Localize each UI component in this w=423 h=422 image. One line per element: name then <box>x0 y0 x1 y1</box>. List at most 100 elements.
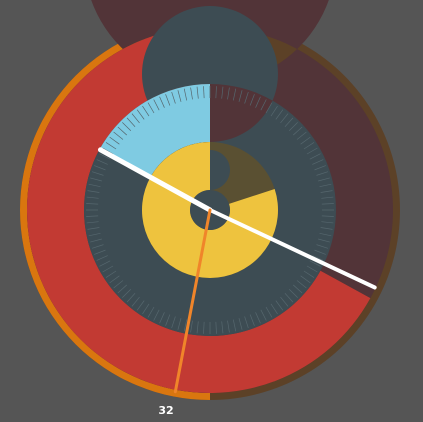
tick-mark <box>142 105 150 117</box>
tick-mark <box>227 87 230 100</box>
tick-mark <box>314 165 326 171</box>
tick-mark <box>165 94 171 106</box>
tick-mark <box>238 318 243 330</box>
tick-mark <box>177 90 182 102</box>
second-hand <box>173 208 212 394</box>
tick-mark <box>105 142 117 150</box>
tick-mark <box>312 159 324 165</box>
tick-mark <box>312 255 324 261</box>
tick-mark <box>86 203 99 205</box>
outer-ring-fill <box>26 27 371 394</box>
tick-mark <box>321 215 334 217</box>
tick-mark <box>275 109 284 120</box>
tick-mark <box>321 196 334 199</box>
tick-mark <box>265 102 273 114</box>
tick-mark <box>215 86 217 99</box>
tick-mark <box>153 309 160 321</box>
tick-mark <box>270 303 278 315</box>
tick-mark <box>86 221 99 224</box>
tick-mark <box>288 288 298 298</box>
tick-mark <box>171 91 176 104</box>
tick-mark <box>196 86 199 99</box>
tick-mark <box>265 306 273 318</box>
tick-mark <box>249 94 255 106</box>
tick-mark <box>321 221 334 224</box>
tick-mark <box>232 88 237 101</box>
tick-mark <box>99 260 111 267</box>
tick-mark <box>94 165 106 171</box>
tick-mark <box>300 275 311 284</box>
tick-mark <box>320 227 333 230</box>
tick-mark <box>91 171 104 176</box>
tick-mark <box>136 300 145 311</box>
tick-mark <box>255 96 261 108</box>
tick-mark <box>147 306 155 318</box>
hour-hand <box>208 208 377 290</box>
tick-mark <box>90 177 102 182</box>
tick-mark <box>306 147 318 155</box>
seconds-label: 32 <box>158 404 174 417</box>
tick-mark <box>109 136 120 145</box>
tick-mark <box>142 303 150 315</box>
tick-mark <box>159 96 165 108</box>
tick-mark <box>316 244 329 249</box>
tick-mark <box>320 190 333 193</box>
tick-mark <box>306 265 318 273</box>
inner-ring-fill <box>142 142 278 278</box>
tick-mark <box>86 215 99 217</box>
tick-mark <box>232 319 237 332</box>
tick-mark <box>249 314 255 326</box>
tick-mark <box>86 196 99 199</box>
tick-mark <box>309 153 321 160</box>
tick-mark <box>292 126 303 136</box>
tick-mark <box>126 292 136 303</box>
tick-mark <box>94 249 106 255</box>
tick-mark <box>227 320 230 333</box>
tick-mark <box>87 190 100 193</box>
tick-mark <box>238 90 243 102</box>
tick-mark <box>215 321 217 334</box>
tick-mark <box>270 105 278 117</box>
tick-mark <box>244 91 249 104</box>
tick-mark <box>96 159 108 165</box>
middle-ring-fill <box>99 84 210 178</box>
tick-mark <box>221 321 224 334</box>
tick-mark <box>88 183 101 188</box>
tick-mark <box>196 321 199 334</box>
tick-mark <box>300 136 311 145</box>
tick-mark <box>153 99 160 111</box>
tick-mark <box>159 312 165 324</box>
tick-mark <box>102 265 114 273</box>
tick-mark <box>131 296 140 307</box>
tick-mark <box>105 270 117 278</box>
minute-hand <box>97 147 213 213</box>
tick-mark <box>296 131 307 140</box>
tick-mark <box>260 99 267 111</box>
tick-mark <box>318 238 330 243</box>
tick-mark <box>99 153 111 160</box>
tick-mark <box>321 203 334 205</box>
tick-mark <box>319 183 332 188</box>
tick-mark <box>303 142 315 150</box>
tick-mark <box>117 126 128 136</box>
tick-mark <box>316 171 329 176</box>
tick-mark <box>221 86 224 99</box>
tick-mark <box>280 296 289 307</box>
tick-mark <box>96 255 108 261</box>
tick-mark <box>318 177 330 182</box>
tick-mark <box>288 122 298 132</box>
tick-mark <box>87 227 100 230</box>
tick-mark <box>147 102 155 114</box>
tick-mark <box>275 300 284 311</box>
tick-mark <box>203 86 205 99</box>
tick-mark <box>122 288 132 298</box>
tick-mark <box>203 321 205 334</box>
tick-mark <box>292 284 303 294</box>
tick-mark <box>90 238 102 243</box>
tick-mark <box>117 284 128 294</box>
tick-mark <box>260 309 267 321</box>
tick-mark <box>109 275 120 284</box>
tick-mark <box>131 113 140 124</box>
tick-mark <box>190 87 193 100</box>
